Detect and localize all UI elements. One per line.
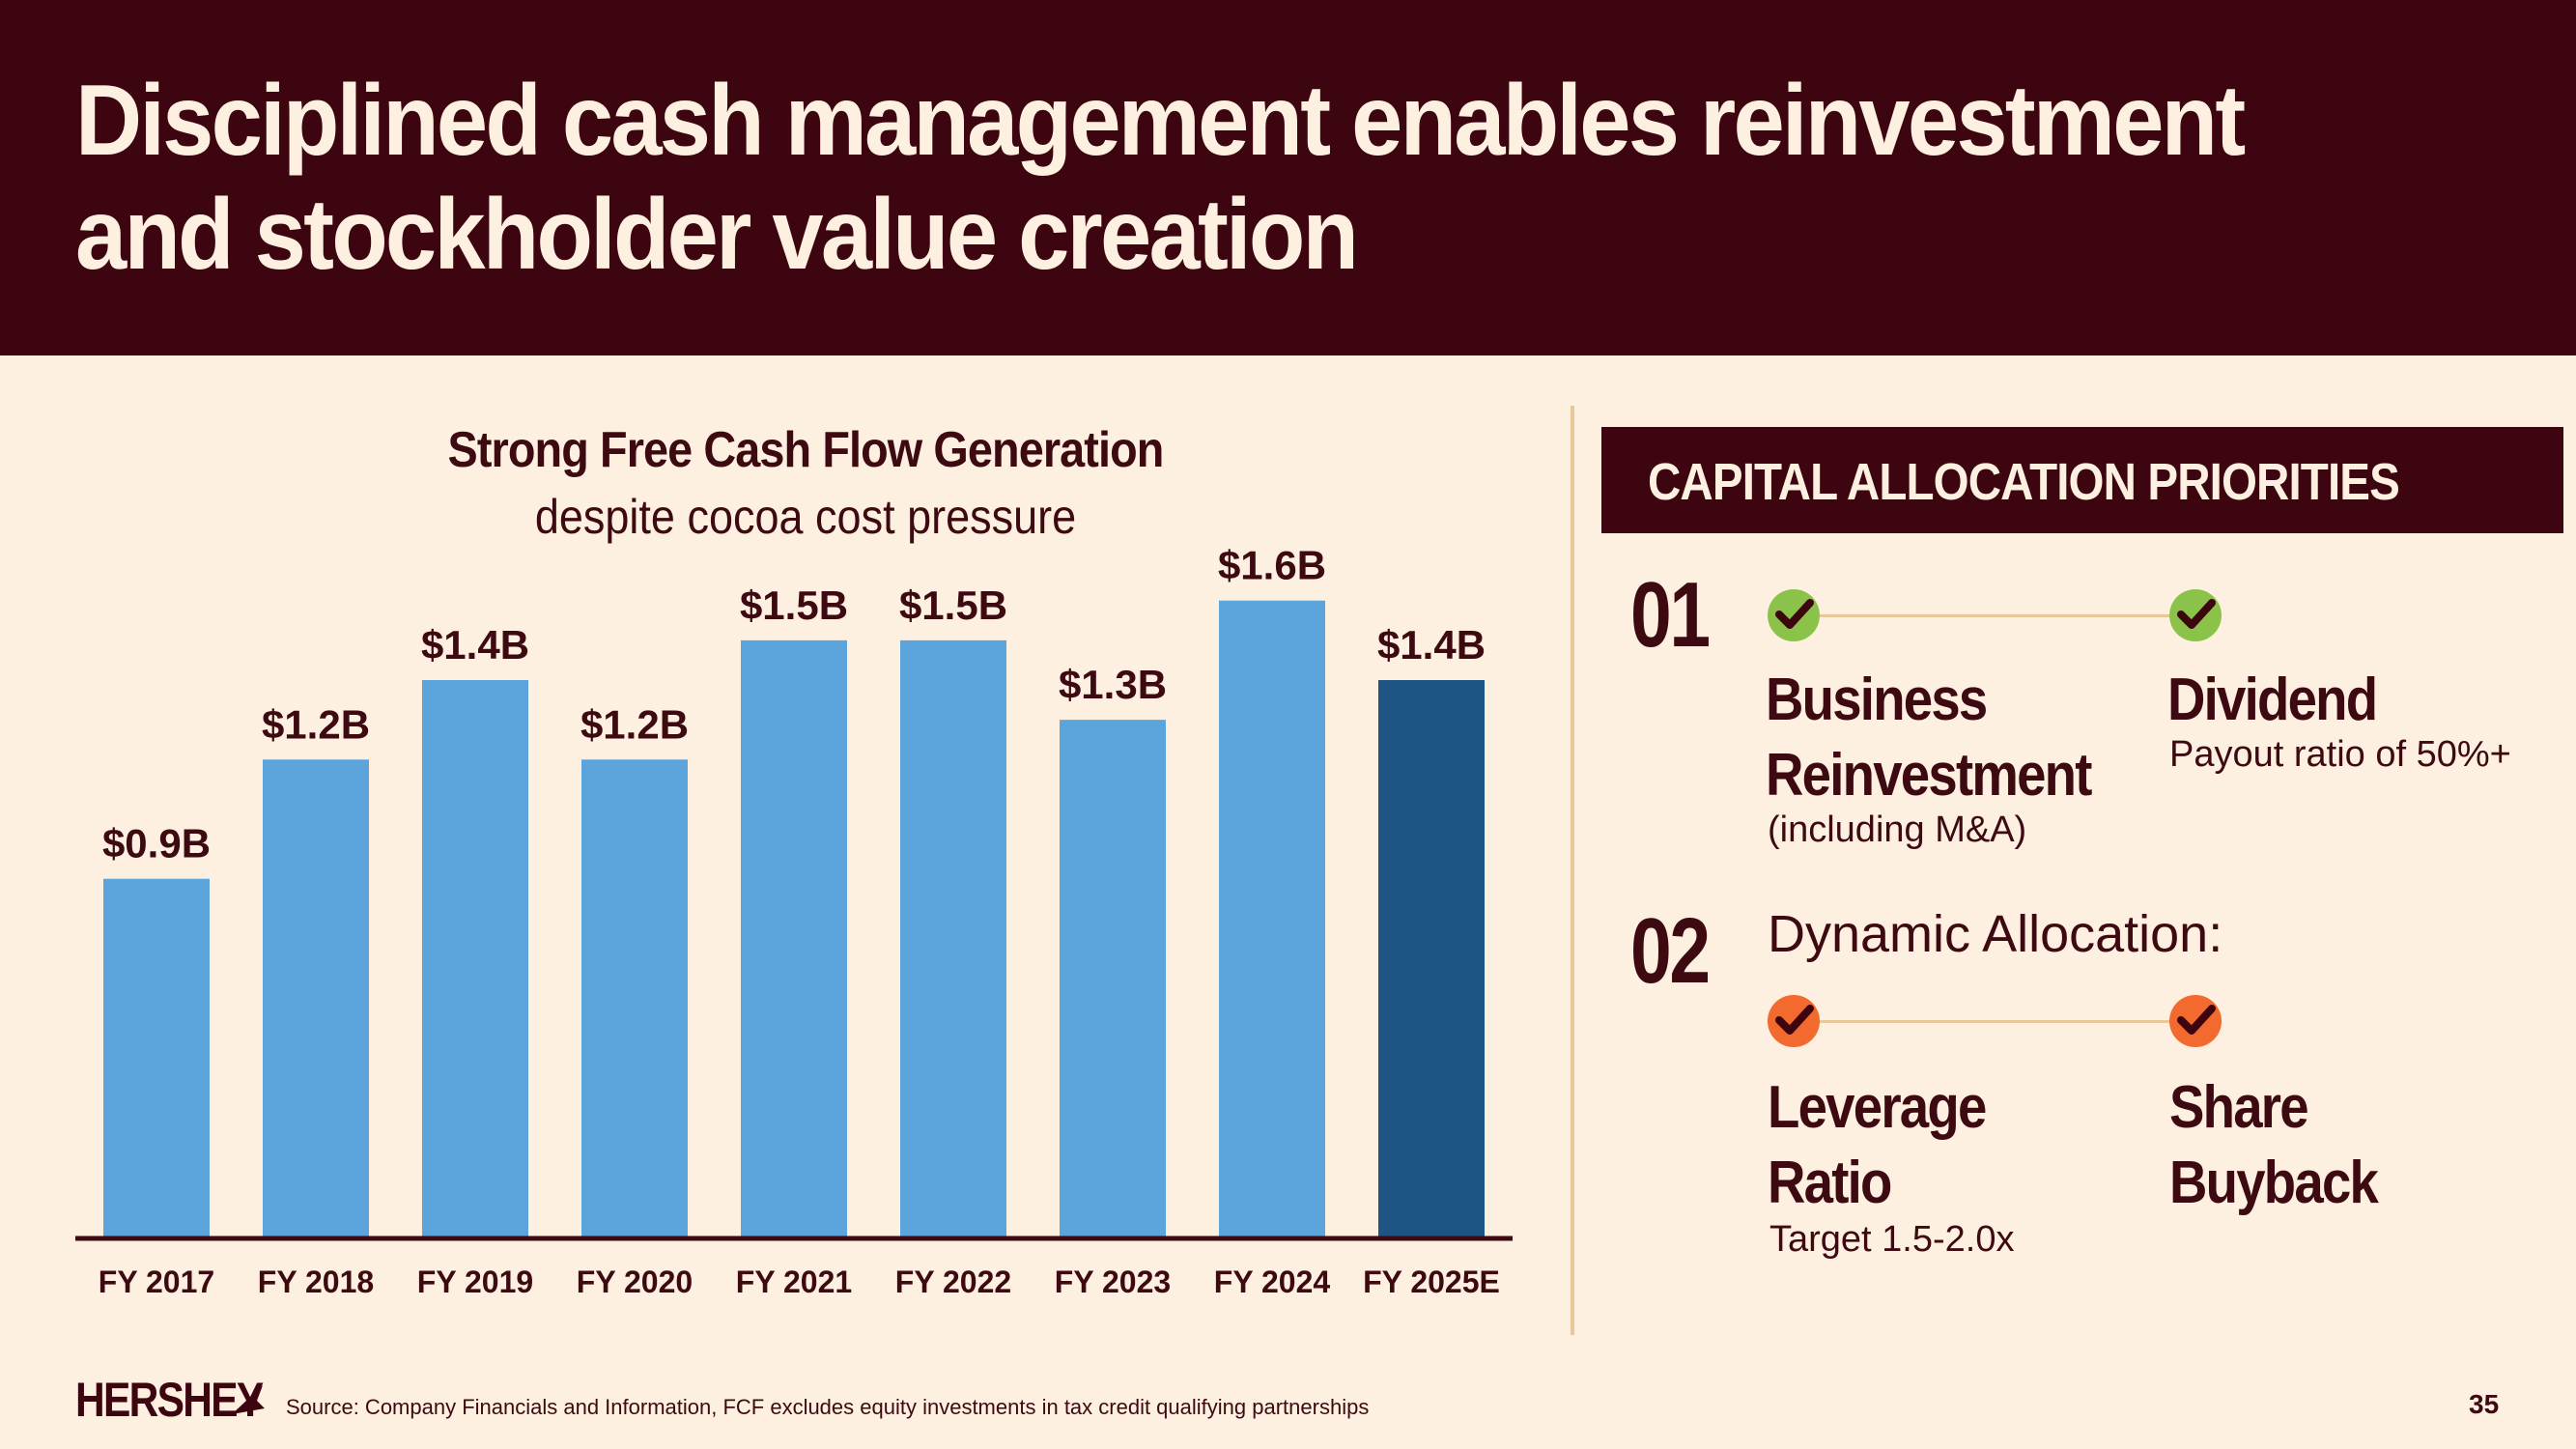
data-label-fy-2025e: $1.4B (1377, 622, 1486, 668)
business-reinvestment-title: Business Reinvestment (1766, 667, 2092, 809)
x-tick-fy-2023: FY 2023 (1055, 1264, 1171, 1299)
bar-fy-2021 (741, 639, 847, 1236)
data-label-fy-2020: $1.2B (580, 701, 689, 747)
capital-allocation-header: CAPITAL ALLOCATION PRIORITIES (1601, 427, 2563, 533)
page-number: 35 (2469, 1389, 2500, 1419)
x-tick-fy-2018: FY 2018 (258, 1264, 374, 1299)
bar-fy-2018 (263, 759, 369, 1236)
dividend-subtitle: Payout ratio of 50%+ (2169, 734, 2511, 775)
priority-number-01: 01 (1630, 563, 1711, 667)
dynamic-allocation-heading: Dynamic Allocation: (1768, 905, 2223, 963)
leverage-ratio-title: Leverage Ratio (1768, 1074, 1987, 1216)
x-tick-fy-2017: FY 2017 (99, 1264, 214, 1299)
capital-allocation-title: CAPITAL ALLOCATION PRIORITIES (1648, 453, 2400, 511)
kiss-logo-icon (232, 1385, 265, 1414)
priority-01-connector (1820, 614, 2177, 617)
leverage-ratio-check-icon (1768, 995, 1820, 1047)
fcf-bar-chart: $0.9B FY 2017 $1.2B FY 2018 $1.4B FY 2019 $1.2… (75, 543, 1513, 1299)
business-reinvestment-check-icon (1768, 589, 1820, 641)
data-label-fy-2022: $1.5B (899, 582, 1007, 628)
chart-title: Strong Free Cash Flow Generation (447, 422, 1165, 478)
priority-02-connector (1820, 1020, 2177, 1023)
data-label-fy-2023: $1.3B (1059, 662, 1167, 707)
x-tick-fy-2025e: FY 2025E (1363, 1264, 1500, 1299)
data-label-fy-2017: $0.9B (102, 821, 211, 867)
dividend-check-icon (2169, 589, 2222, 641)
x-tick-fy-2020: FY 2020 (577, 1264, 693, 1299)
title-banner: Disciplined cash management enables rein… (0, 0, 2576, 355)
share-buyback-title: Share Buyback (2169, 1074, 2379, 1216)
priority-number-02: 02 (1630, 899, 1711, 1003)
share-buyback-check-icon (2169, 995, 2222, 1047)
page-title: Disciplined cash management enables rein… (75, 64, 2246, 292)
page-title-line-1: Disciplined cash management enables rein… (75, 65, 2246, 177)
data-label-fy-2019: $1.4B (421, 622, 529, 668)
chart-subtitle: despite cocoa cost pressure (534, 490, 1077, 544)
dividend-title: Dividend (2167, 667, 2378, 733)
x-tick-fy-2024: FY 2024 (1214, 1264, 1331, 1299)
bar-fy-2020 (581, 759, 688, 1236)
bar-fy-2017 (103, 878, 210, 1236)
bar-fy-2022 (900, 639, 1006, 1236)
bar-fy-2019 (422, 680, 528, 1236)
x-tick-fy-2022: FY 2022 (895, 1264, 1011, 1299)
leverage-ratio-subtitle: Target 1.5-2.0x (1769, 1219, 2015, 1260)
x-tick-fy-2021: FY 2021 (736, 1264, 852, 1299)
bar-fy-2024 (1219, 600, 1325, 1236)
page-title-line-2: and stockholder value creation (75, 179, 1359, 291)
business-reinvestment-subtitle: (including M&A) (1768, 810, 2027, 850)
hershey-logo: HERSHEY (75, 1373, 264, 1427)
source-footnote: Source: Company Financials and Informati… (286, 1395, 1370, 1419)
data-label-fy-2018: $1.2B (262, 701, 370, 747)
bar-fy-2025e (1378, 680, 1485, 1236)
bar-fy-2023 (1060, 720, 1166, 1236)
section-divider (1571, 406, 1574, 1335)
x-tick-fy-2019: FY 2019 (417, 1264, 533, 1299)
data-label-fy-2021: $1.5B (740, 582, 848, 628)
data-label-fy-2024: $1.6B (1218, 543, 1326, 588)
